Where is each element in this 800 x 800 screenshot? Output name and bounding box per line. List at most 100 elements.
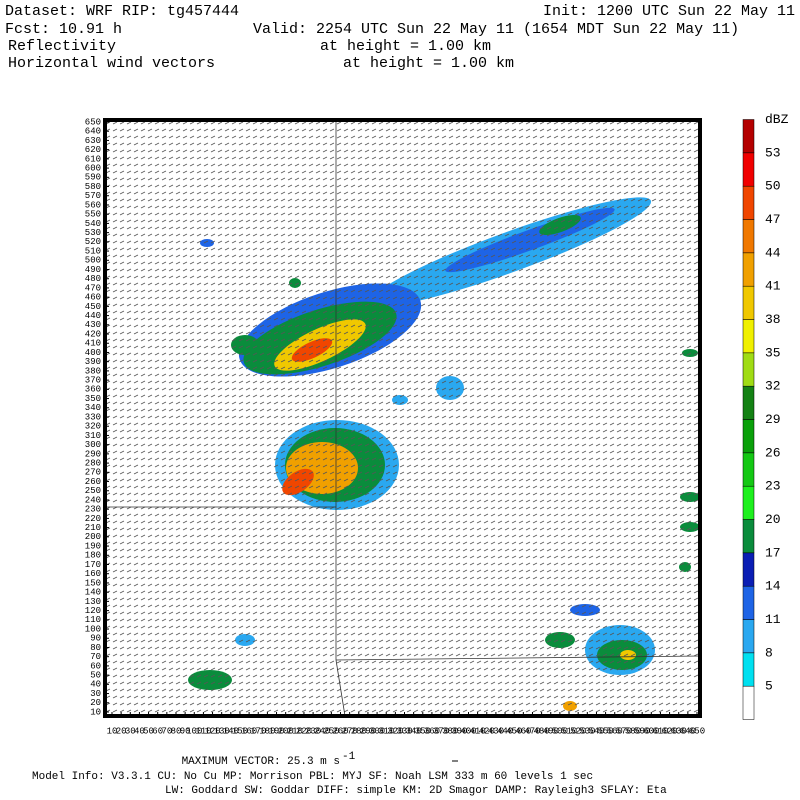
x-tick-label: 650: [689, 726, 705, 736]
colorbar-label: 32: [765, 379, 781, 394]
colorbar-box: [742, 419, 755, 454]
y-tick-label: 360: [85, 385, 101, 395]
x-tick-label: 490: [543, 726, 559, 736]
x-tick-label: 450: [506, 726, 522, 736]
y-tick-label: 30: [90, 689, 101, 699]
x-tick-label: 440: [497, 726, 513, 736]
colorbar-box: [742, 585, 755, 620]
colorbar-box: [742, 185, 755, 220]
y-tick-label: 130: [85, 597, 101, 607]
y-tick-label: 540: [85, 219, 101, 229]
colorbar-box: [742, 352, 755, 387]
x-tick-label: 120: [204, 726, 220, 736]
y-tick-label: 290: [85, 449, 101, 459]
y-tick-label: 520: [85, 237, 101, 247]
colorbar-box: [742, 152, 755, 187]
colorbar-box: [742, 219, 755, 254]
x-tick-label: 180: [259, 726, 275, 736]
colorbar-box: [742, 485, 755, 520]
x-tick-label: 60: [152, 726, 163, 736]
y-tick-label: 510: [85, 246, 101, 256]
y-tick-label: 450: [85, 302, 101, 312]
model-info: Model Info: V3.3.1 CU: No Cu MP: Morriso…: [32, 771, 593, 783]
y-tick-label: 600: [85, 163, 101, 173]
y-tick-label: 80: [90, 643, 101, 653]
x-tick-label: 430: [488, 726, 504, 736]
y-tick-label: 390: [85, 357, 101, 367]
colorbar-label: 29: [765, 412, 781, 427]
x-tick-label: 530: [579, 726, 595, 736]
y-tick-label: 340: [85, 403, 101, 413]
y-tick-label: 140: [85, 588, 101, 598]
x-tick-label: 550: [597, 726, 613, 736]
y-tick-label: 410: [85, 339, 101, 349]
x-tick-label: 460: [515, 726, 531, 736]
y-tick-label: 530: [85, 228, 101, 238]
x-tick-label: 400: [460, 726, 476, 736]
x-tick-label: 250: [323, 726, 339, 736]
x-tick-label: 590: [634, 726, 650, 736]
x-tick-label: 360: [424, 726, 440, 736]
x-tick-label: 560: [607, 726, 623, 736]
x-tick-label: 100: [186, 726, 202, 736]
x-tick-label: 280: [351, 726, 367, 736]
colorbar-box: [742, 619, 755, 654]
y-tick-label: 570: [85, 191, 101, 201]
x-tick-label: 510: [561, 726, 577, 736]
y-tick-label: 320: [85, 422, 101, 432]
field-level: at height = 1.00 km: [320, 38, 491, 55]
y-tick-label: 430: [85, 320, 101, 330]
field-name: Reflectivity: [8, 38, 116, 55]
x-tick-label: 600: [643, 726, 659, 736]
x-tick-label: 230: [305, 726, 321, 736]
colorbar-box: [742, 252, 755, 287]
y-tick-label: 270: [85, 468, 101, 478]
y-tick-label: 180: [85, 551, 101, 561]
x-tick-label: 500: [552, 726, 568, 736]
colorbar-box: [742, 552, 755, 587]
y-tick-label: 460: [85, 293, 101, 303]
colorbar: 5 8 11 14 17 20 23 26 29 32 35 38 41 44 47 50 53 dBZ: [742, 112, 789, 720]
y-tick-label: 60: [90, 661, 101, 671]
x-tick-label: 410: [470, 726, 486, 736]
y-tick-label: 170: [85, 560, 101, 570]
x-tick-label: 110: [195, 726, 211, 736]
y-tick-label: 200: [85, 532, 101, 542]
y-tick-label: 250: [85, 486, 101, 496]
y-tick-label: 440: [85, 311, 101, 321]
x-tick-label: 630: [671, 726, 687, 736]
y-tick-label: 280: [85, 458, 101, 468]
x-tick-label: 30: [125, 726, 136, 736]
colorbar-label: 26: [765, 445, 781, 460]
x-tick-label: 190: [268, 726, 284, 736]
x-tick-label: 260: [332, 726, 348, 736]
x-tick-label: 320: [387, 726, 403, 736]
y-tick-label: 230: [85, 505, 101, 515]
colorbar-label: 38: [765, 312, 781, 327]
y-tick-label: 190: [85, 541, 101, 551]
y-tick-label: 640: [85, 127, 101, 137]
x-tick-label: 210: [287, 726, 303, 736]
x-tick-label: 40: [134, 726, 145, 736]
y-tick-label: 20: [90, 698, 101, 708]
colorbar-box: [742, 285, 755, 320]
y-tick-label: 630: [85, 136, 101, 146]
y-tick-label: 420: [85, 329, 101, 339]
x-tick-label: 220: [296, 726, 312, 736]
x-tick-label: 300: [369, 726, 385, 736]
physics-info: LW: Goddard SW: Goddar DIFF: simple KM: …: [165, 785, 667, 797]
y-tick-label: 370: [85, 376, 101, 386]
colorbar-label: 50: [765, 179, 781, 194]
y-tick-label: 550: [85, 210, 101, 220]
x-tick-label: 150: [232, 726, 248, 736]
y-tick-label: 150: [85, 578, 101, 588]
forecast-hour: Fcst: 10.91 h: [5, 21, 122, 38]
y-tick-label: 210: [85, 523, 101, 533]
x-tick-label: 620: [661, 726, 677, 736]
colorbar-box: [742, 119, 755, 154]
y-tick-label: 350: [85, 394, 101, 404]
colorbar-label: 53: [765, 145, 781, 160]
colorbar-box: [742, 519, 755, 554]
wind-vectors: [105, 120, 700, 716]
x-tick-label: 540: [588, 726, 604, 736]
